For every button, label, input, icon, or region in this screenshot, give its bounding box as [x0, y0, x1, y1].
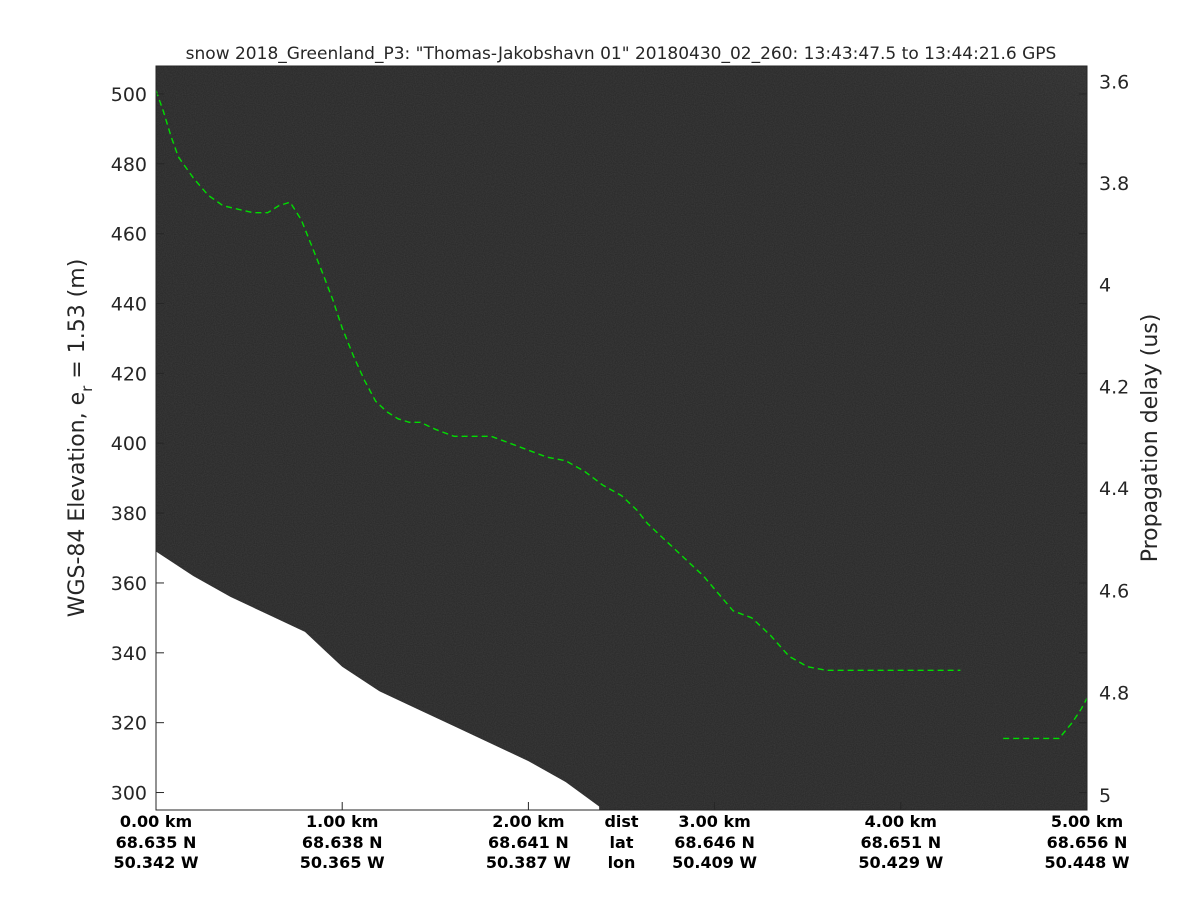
series-0-segment-1	[1003, 697, 1087, 740]
plot-area	[156, 66, 1087, 810]
x-tick-label-lon: 50.409 W	[672, 853, 757, 872]
x-tick-label-lon: 50.429 W	[858, 853, 943, 872]
x-tick-label-lat: 68.635 N	[116, 833, 197, 852]
x-tick-label-lat: 68.646 N	[674, 833, 755, 852]
x-tick-label-dist: 0.00 km	[120, 812, 192, 831]
x-tick-label-lon: 50.387 W	[486, 853, 571, 872]
x-row-label-lon: lon	[608, 853, 636, 872]
x-tick-label-lat: 68.641 N	[488, 833, 569, 852]
y2-tick-label: 4.2	[1099, 376, 1129, 398]
x-row-label-dist: dist	[604, 812, 638, 831]
y-tick-label: 340	[111, 643, 147, 665]
y-tick-label: 460	[111, 224, 147, 246]
left-y-axis: 300 320 340 360 380 400 420 440 460 480 500	[111, 84, 1087, 805]
y-axis-label: WGS-84 Elevation, er = 1.53 (m)	[65, 259, 96, 618]
y-tick-label: 300	[111, 783, 147, 805]
x-tick-label-dist: 1.00 km	[306, 812, 378, 831]
y2-tick-label: 4.6	[1099, 580, 1129, 602]
y-tick-label: 420	[111, 363, 147, 385]
y-tick-label: 500	[111, 84, 147, 106]
x-tick-label-dist: 3.00 km	[678, 812, 750, 831]
y-tick-label: 320	[111, 713, 147, 735]
x-tick-label-lat: 68.638 N	[302, 833, 383, 852]
below-surface-blank	[156, 551, 600, 810]
plot-frame	[155, 65, 1088, 811]
x-tick-label-lat: 68.651 N	[860, 833, 941, 852]
y-tick-label: 440	[111, 294, 147, 316]
x-tick-label-lon: 50.365 W	[300, 853, 385, 872]
x-tick-label-dist: 4.00 km	[865, 812, 937, 831]
x-tick-label-dist: 2.00 km	[492, 812, 564, 831]
y2-tick-label: 3.6	[1099, 72, 1129, 94]
x-tick-label-lon: 50.342 W	[114, 853, 199, 872]
y-tick-label: 380	[111, 503, 147, 525]
y2-tick-label: 5	[1099, 785, 1111, 807]
y2-axis-label: Propagation delay (us)	[1138, 314, 1163, 563]
y-tick-label: 400	[111, 433, 147, 455]
x-tick-label-lat: 68.656 N	[1047, 833, 1128, 852]
x-tick-label-lon: 50.448 W	[1045, 853, 1130, 872]
series-layer	[156, 90, 1087, 740]
y2-tick-label: 4	[1099, 274, 1111, 296]
y2-tick-label: 3.8	[1099, 173, 1129, 195]
chart-title: snow 2018_Greenland_P3: "Thomas-Jakobsha…	[186, 44, 1057, 64]
right-y-axis: 3.6 3.8 4 4.2 4.4 4.6 4.8 5	[1099, 72, 1129, 807]
x-row-label-lat: lat	[610, 833, 634, 852]
y-tick-label: 360	[111, 573, 147, 595]
y2-tick-label: 4.4	[1099, 478, 1129, 500]
x-tick-label-dist: 5.00 km	[1051, 812, 1123, 831]
y-tick-label: 480	[111, 154, 147, 176]
y2-tick-label: 4.8	[1099, 683, 1129, 705]
